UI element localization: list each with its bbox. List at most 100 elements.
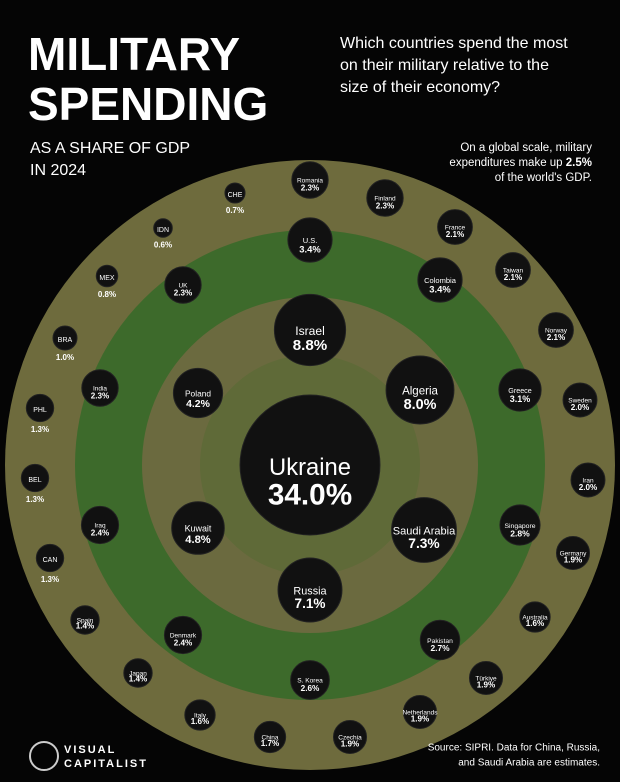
country-label: Israel	[295, 324, 325, 338]
value-label: 1.9%	[564, 556, 582, 565]
bubble	[332, 719, 368, 755]
country-label: Australia	[522, 614, 548, 621]
value-label: 1.9%	[477, 681, 495, 690]
bubble	[391, 497, 457, 563]
value-label: 1.3%	[31, 425, 49, 434]
note-highlight: 2.5%	[566, 157, 592, 169]
bubble	[184, 699, 216, 731]
value-label: 4.2%	[186, 399, 210, 410]
value-label: 2.1%	[504, 273, 522, 282]
value-label: 1.9%	[411, 715, 429, 724]
country-label: Singapore	[504, 523, 535, 530]
country-label: Saudi Arabia	[393, 526, 456, 538]
country-label: Finland	[374, 196, 396, 203]
subtitle: AS A SHARE OF GDP	[30, 140, 190, 157]
bubble	[499, 504, 541, 546]
brand: CAPITALIST	[64, 758, 148, 770]
question: Which countries spend the most	[340, 35, 568, 52]
country-label: Algeria	[402, 386, 438, 398]
country-label: IDN	[157, 227, 169, 234]
value-label: 1.4%	[76, 622, 94, 631]
logo	[29, 741, 59, 771]
value-label: 4.8%	[185, 534, 211, 546]
country-label: Poland	[185, 388, 211, 398]
bubble	[239, 394, 381, 536]
value-label: 2.8%	[510, 528, 530, 538]
value-label: 8.8%	[293, 337, 328, 354]
note-text: expenditures make up	[449, 157, 562, 169]
bubble	[419, 619, 461, 661]
value-label: 1.3%	[26, 495, 44, 504]
country-label: China	[262, 735, 279, 742]
title: MILITARY	[28, 28, 240, 80]
value-label: 1.6%	[191, 717, 209, 726]
country-label: Iran	[582, 478, 594, 485]
bubble	[555, 535, 591, 571]
value-label: 8.0%	[404, 397, 437, 413]
bubble	[570, 462, 606, 498]
value-label: 2.7%	[430, 643, 450, 653]
country-label: BRA	[58, 337, 73, 344]
country-label: MEX	[99, 275, 115, 282]
value-label: 7.3%	[408, 536, 439, 551]
question: on their military relative to the	[340, 57, 549, 74]
value-label: 2.1%	[446, 230, 464, 239]
country-label: Italy	[194, 712, 207, 719]
country-label: Sweden	[568, 398, 592, 405]
country-label: Germany	[560, 551, 587, 558]
country-label: CHE	[228, 192, 243, 199]
value-label: 2.3%	[376, 201, 394, 210]
value-label: 1.7%	[261, 739, 279, 748]
value-label: 3.4%	[299, 243, 321, 254]
note: On a global scale, military	[460, 142, 592, 154]
bubble	[81, 369, 119, 407]
country-label: Czechia	[338, 735, 362, 742]
value-label: 1.3%	[41, 575, 59, 584]
bubble	[153, 218, 173, 238]
subtitle: IN 2024	[30, 162, 86, 179]
value-label: 1.4%	[129, 675, 147, 684]
bubble	[163, 615, 203, 655]
value-label: 2.0%	[571, 403, 589, 412]
value-label: 2.3%	[301, 183, 319, 192]
country-label: France	[445, 225, 466, 232]
bubble	[519, 601, 551, 633]
bubble	[385, 355, 455, 425]
bubble	[123, 658, 153, 688]
value-label: 3.4%	[429, 283, 451, 294]
value-label: 34.0%	[268, 478, 352, 511]
bubble	[172, 367, 224, 419]
country-label: Greece	[508, 387, 532, 395]
bubble	[20, 463, 50, 493]
country-label: BEL	[28, 477, 41, 484]
bubble	[253, 720, 287, 754]
title: SPENDING	[28, 78, 268, 130]
bubble	[287, 217, 333, 263]
brand: VISUAL	[64, 744, 116, 756]
value-label: 1.6%	[526, 619, 544, 628]
value-label: 0.7%	[226, 206, 244, 215]
bubble	[224, 182, 246, 204]
value-label: 0.8%	[98, 290, 116, 299]
value-label: 1.9%	[341, 740, 359, 749]
bubble	[80, 505, 120, 545]
country-label: Türkiye	[475, 676, 497, 683]
bubble	[468, 660, 504, 696]
bubble	[498, 368, 542, 412]
value-label: 2.0%	[579, 483, 597, 492]
country-label: Spain	[77, 617, 94, 624]
country-label: Ukraine	[269, 454, 351, 481]
value-label: 7.1%	[295, 596, 326, 611]
value-label: 3.1%	[510, 394, 530, 404]
value-label: 2.1%	[547, 333, 565, 342]
question: size of their economy?	[340, 79, 500, 96]
bubble	[437, 209, 473, 245]
country-label: Norway	[545, 328, 568, 335]
bubble	[538, 312, 574, 348]
country-label: Japan	[129, 670, 147, 677]
country-label: CAN	[43, 557, 58, 564]
source: Source: SIPRI. Data for China, Russia,	[428, 743, 600, 754]
bubble	[52, 325, 78, 351]
value-label: 1.0%	[56, 353, 74, 362]
